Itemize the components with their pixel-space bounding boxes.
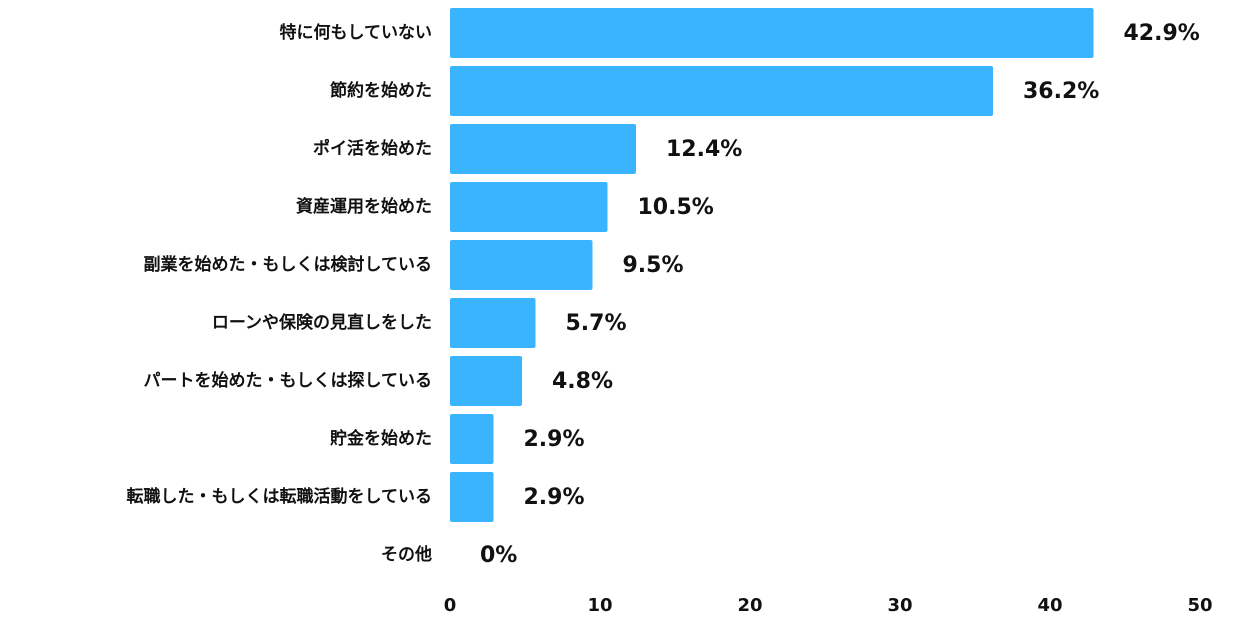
value-label: 2.9% bbox=[524, 427, 585, 452]
bar bbox=[450, 414, 494, 464]
x-tick-label: 30 bbox=[887, 595, 912, 616]
value-label: 10.5% bbox=[638, 195, 714, 220]
x-tick-label: 10 bbox=[587, 595, 612, 616]
value-label: 9.5% bbox=[623, 253, 684, 278]
bar bbox=[450, 124, 636, 174]
x-tick-label: 20 bbox=[737, 595, 762, 616]
x-tick-label: 0 bbox=[444, 595, 457, 616]
bar bbox=[450, 472, 494, 522]
value-label: 2.9% bbox=[524, 485, 585, 510]
category-label: ポイ活を始めた bbox=[313, 138, 432, 159]
bar bbox=[450, 66, 993, 116]
value-label: 42.9% bbox=[1124, 21, 1200, 46]
value-label: 0% bbox=[480, 543, 517, 568]
category-label: 転職した・もしくは転職活動をしている bbox=[127, 486, 433, 507]
x-tick-label: 50 bbox=[1187, 595, 1212, 616]
value-label: 36.2% bbox=[1023, 79, 1099, 104]
category-label: 特に何もしていない bbox=[280, 22, 433, 43]
category-label: 節約を始めた bbox=[329, 80, 432, 101]
category-label: 貯金を始めた bbox=[330, 428, 432, 449]
bar bbox=[450, 356, 522, 406]
bar bbox=[450, 182, 608, 232]
category-label: その他 bbox=[381, 544, 432, 565]
value-label: 12.4% bbox=[666, 137, 742, 162]
x-tick-label: 40 bbox=[1037, 595, 1062, 616]
bar bbox=[450, 8, 1094, 58]
bar bbox=[450, 240, 593, 290]
category-label: ローンや保険の見直しをした bbox=[212, 312, 432, 333]
value-label: 5.7% bbox=[566, 311, 627, 336]
category-label: パートを始めた・もしくは探している bbox=[144, 370, 433, 391]
value-label: 4.8% bbox=[552, 369, 613, 394]
category-label: 資産運用を始めた bbox=[296, 196, 432, 217]
bar bbox=[450, 298, 536, 348]
category-label: 副業を始めた・もしくは検討している bbox=[144, 254, 433, 275]
